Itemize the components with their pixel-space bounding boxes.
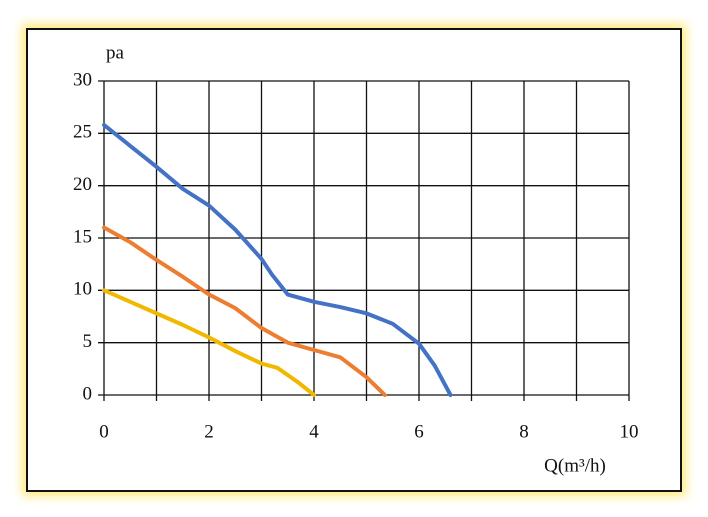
x-tick-label: 6 bbox=[414, 421, 424, 442]
x-tick-label: 4 bbox=[309, 421, 319, 442]
x-tick-label: 0 bbox=[99, 421, 109, 442]
y-tick-label: 25 bbox=[73, 122, 92, 143]
y-tick-label: 30 bbox=[73, 69, 92, 90]
x-axis-label: Q(m³/h) bbox=[544, 455, 606, 476]
line-series bbox=[102, 225, 387, 397]
y-axis-label: pa bbox=[106, 42, 125, 63]
y-tick-label: 0 bbox=[83, 383, 93, 404]
y-tick-label: 10 bbox=[73, 279, 92, 300]
y-tick-label: 15 bbox=[73, 226, 92, 247]
x-tick-label: 10 bbox=[620, 421, 639, 442]
x-tick-label: 2 bbox=[204, 421, 214, 442]
x-tick-label: 8 bbox=[519, 421, 529, 442]
y-tick-label: 20 bbox=[73, 174, 92, 195]
y-tick-label: 5 bbox=[83, 331, 93, 352]
line-series bbox=[102, 288, 316, 397]
frame bbox=[26, 28, 682, 492]
line-series bbox=[102, 122, 453, 397]
